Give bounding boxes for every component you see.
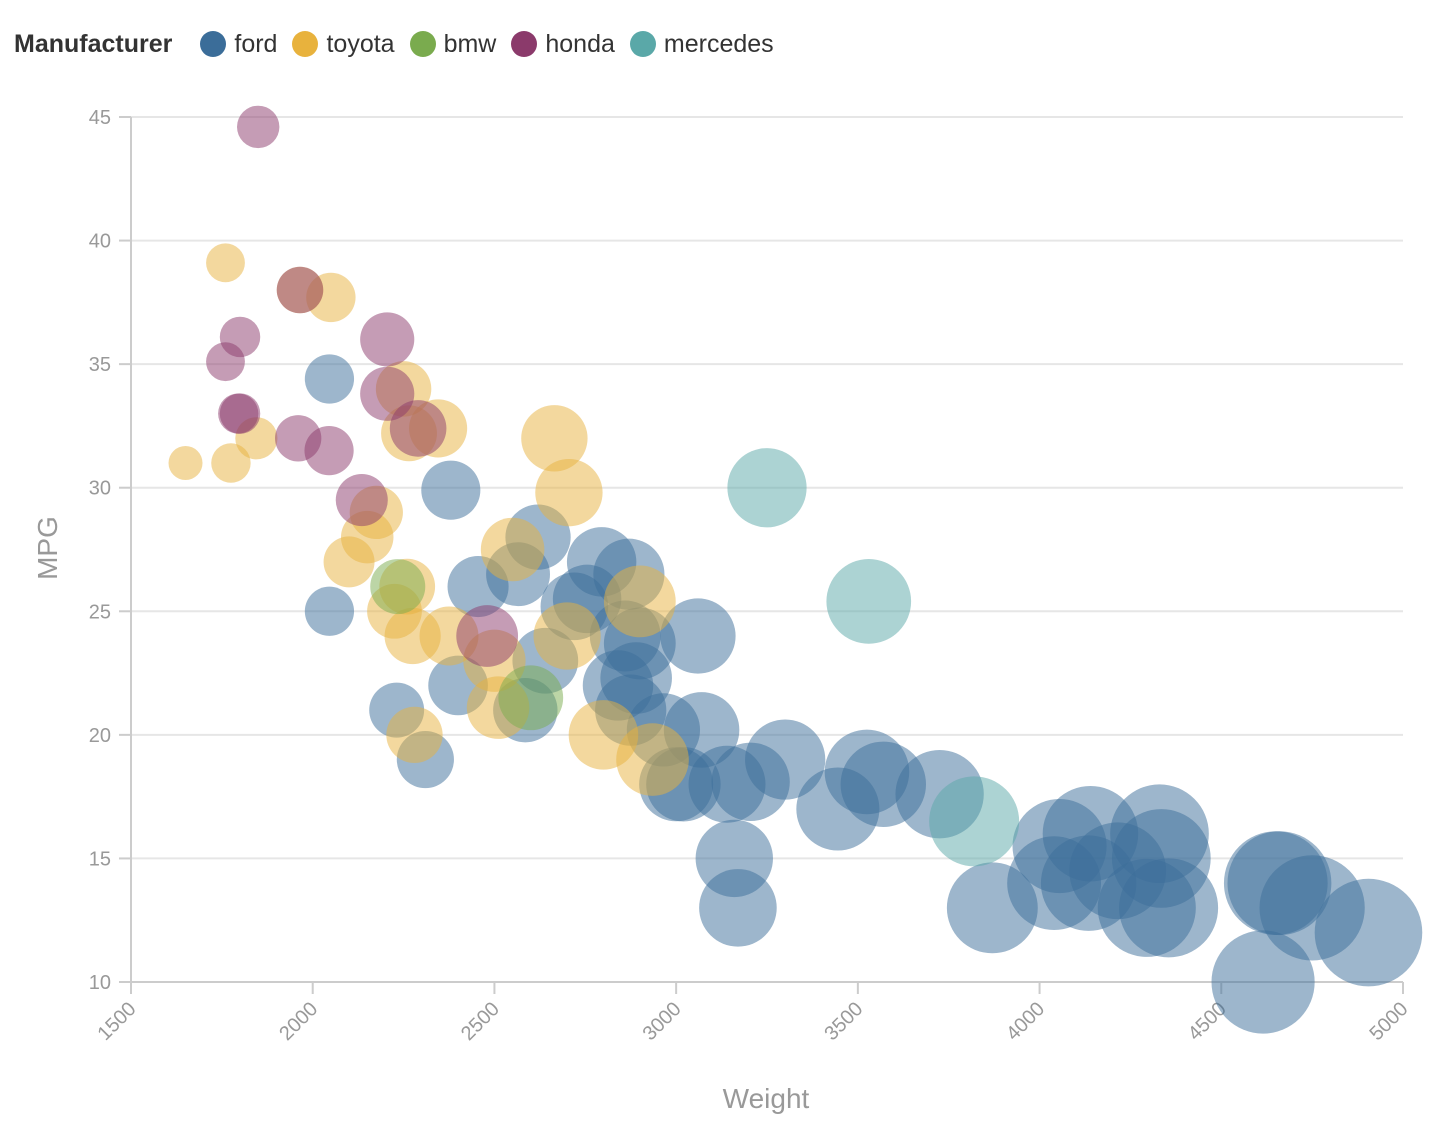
point-ford[interactable] xyxy=(1119,858,1219,958)
point-ford[interactable] xyxy=(421,460,481,520)
legend-swatch-mercedes xyxy=(629,31,656,57)
x-tick-label: 2500 xyxy=(457,998,504,1045)
y-tick-label: 15 xyxy=(89,848,111,870)
point-honda[interactable] xyxy=(360,312,415,367)
legend-label-toyota: toyota xyxy=(326,29,395,58)
x-axis-title: Weight xyxy=(723,1083,810,1114)
y-tick-label: 25 xyxy=(89,601,111,623)
x-tick-label: 1500 xyxy=(94,998,141,1045)
point-toyota[interactable] xyxy=(616,723,689,796)
point-honda[interactable] xyxy=(237,105,280,149)
x-tick-label: 3500 xyxy=(820,998,867,1045)
point-honda[interactable] xyxy=(219,316,261,358)
point-toyota[interactable] xyxy=(206,243,245,283)
point-mercedes[interactable] xyxy=(727,448,807,528)
point-ford[interactable] xyxy=(304,354,355,404)
point-toyota[interactable] xyxy=(533,602,601,670)
point-toyota[interactable] xyxy=(521,405,588,472)
legend-swatch-toyota xyxy=(292,31,319,57)
point-toyota[interactable] xyxy=(603,565,676,638)
legend-swatch-honda xyxy=(511,31,538,57)
legend-item-mercedes[interactable]: mercedes xyxy=(629,29,774,59)
legend-title: Manufacturer xyxy=(14,29,173,58)
legend: Manufacturer ford toyota bmw honda merce… xyxy=(14,24,789,64)
point-mercedes[interactable] xyxy=(826,559,912,644)
points-layer xyxy=(168,105,1423,1034)
legend-item-honda[interactable]: honda xyxy=(511,30,615,59)
y-tick-label: 35 xyxy=(89,354,111,376)
point-ford[interactable] xyxy=(1211,930,1315,1034)
point-honda[interactable] xyxy=(304,426,354,476)
point-honda[interactable] xyxy=(389,400,447,457)
point-ford[interactable] xyxy=(699,869,777,947)
y-tick-label: 30 xyxy=(89,478,111,500)
point-honda[interactable] xyxy=(276,266,324,314)
legend-item-toyota[interactable]: toyota xyxy=(292,29,395,59)
x-tick-label: 3000 xyxy=(639,998,686,1045)
point-ford[interactable] xyxy=(1314,878,1423,987)
x-tick-label: 4000 xyxy=(1002,998,1049,1045)
point-ford[interactable] xyxy=(304,586,355,636)
legend-swatch-bmw xyxy=(409,31,436,57)
legend-swatch-ford xyxy=(200,31,227,57)
point-bmw[interactable] xyxy=(370,559,426,615)
point-ford[interactable] xyxy=(660,598,736,674)
point-toyota[interactable] xyxy=(480,517,545,582)
y-tick-label: 10 xyxy=(89,972,111,994)
legend-item-ford[interactable]: ford xyxy=(200,30,277,59)
y-tick-label: 40 xyxy=(89,231,111,253)
point-toyota[interactable] xyxy=(211,443,251,483)
y-axis-title: MPG xyxy=(32,516,63,580)
y-tick-label: 20 xyxy=(89,725,111,747)
legend-label-honda: honda xyxy=(545,29,615,58)
point-toyota[interactable] xyxy=(535,458,603,527)
legend-label-ford: ford xyxy=(234,29,278,58)
point-ford[interactable] xyxy=(745,719,826,800)
point-honda[interactable] xyxy=(335,474,388,527)
point-toyota[interactable] xyxy=(168,446,203,480)
y-tick-label: 45 xyxy=(89,107,111,129)
point-toyota[interactable] xyxy=(386,706,443,764)
point-bmw[interactable] xyxy=(498,665,564,731)
legend-item-bmw[interactable]: bmw xyxy=(409,29,497,59)
legend-label-mercedes: mercedes xyxy=(663,29,774,58)
legend-label-bmw: bmw xyxy=(443,29,497,58)
point-mercedes[interactable] xyxy=(929,776,1020,867)
x-tick-label: 5000 xyxy=(1366,998,1413,1045)
x-tick-label: 2000 xyxy=(275,998,322,1045)
point-honda[interactable] xyxy=(219,393,261,434)
point-honda[interactable] xyxy=(456,605,519,667)
